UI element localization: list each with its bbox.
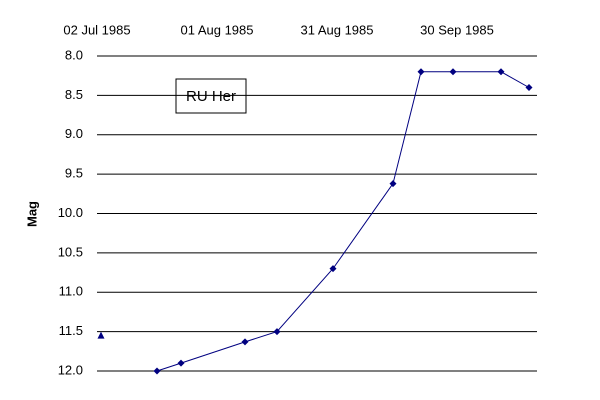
point	[329, 265, 337, 273]
point	[497, 68, 505, 76]
y-tick-label: 8.0	[65, 47, 83, 62]
line	[156, 71, 530, 372]
annotation: RU Her	[186, 88, 236, 105]
point	[389, 180, 397, 188]
y-tick-label: 12.0	[58, 362, 83, 377]
point	[241, 338, 249, 346]
y-tick-label: 10.5	[58, 244, 83, 259]
x-tick-label: 30 Sep 1985	[420, 22, 494, 37]
point	[97, 331, 105, 339]
x-tick-label: 31 Aug 1985	[300, 22, 373, 37]
point	[525, 84, 533, 91]
x-tick-label: 01 Aug 1985	[180, 22, 253, 37]
y-tick-label: 8.5	[65, 87, 83, 102]
y-tick-label: 10.0	[58, 205, 83, 220]
point	[177, 359, 185, 367]
y-tick-label: 11.5	[59, 323, 83, 338]
y-tick-label: 11.0	[59, 284, 83, 299]
x-tick-label: 02 Jul 1985	[63, 22, 130, 37]
y-axis-label: Mag	[24, 201, 39, 227]
y-tick-label: 9.5	[65, 166, 83, 181]
point	[417, 68, 425, 76]
annotation-box	[175, 78, 247, 114]
point	[153, 367, 161, 375]
point	[273, 328, 281, 336]
point	[449, 68, 457, 76]
y-tick-label: 9.0	[65, 126, 83, 141]
